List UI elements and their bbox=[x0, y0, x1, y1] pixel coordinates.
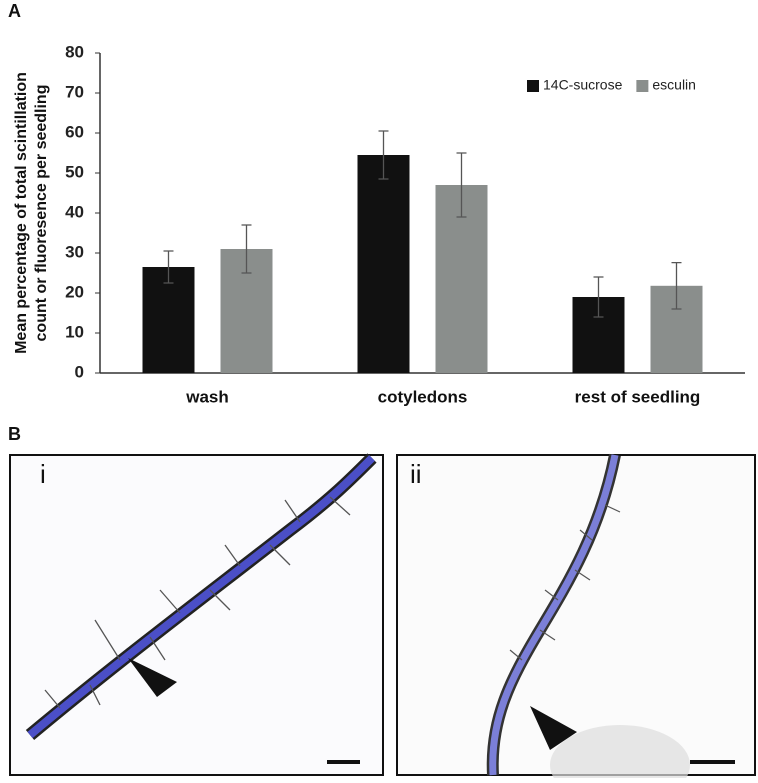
y-tick-label: 60 bbox=[65, 122, 84, 141]
error-bar bbox=[671, 261, 682, 310]
panel-label: A bbox=[8, 1, 21, 21]
y-axis-title: Mean percentage of total scintillation c… bbox=[13, 72, 50, 354]
legend-label: 14C-sucrose bbox=[543, 77, 623, 93]
y-axis-title-line: Mean percentage of total scintillation bbox=[13, 72, 30, 354]
x-tick-label: cotyledons bbox=[378, 387, 468, 406]
micrograph: i bbox=[9, 453, 384, 776]
error-bar bbox=[378, 130, 389, 180]
image-label: ii bbox=[410, 459, 422, 489]
y-tick-label: 70 bbox=[65, 82, 84, 101]
bar bbox=[142, 267, 195, 373]
error-bar bbox=[456, 152, 467, 218]
legend-label: esculin bbox=[652, 77, 696, 93]
y-tick-label: 40 bbox=[65, 202, 84, 221]
bar bbox=[357, 155, 410, 373]
y-tick-label: 20 bbox=[65, 282, 84, 301]
y-tick-label: 50 bbox=[65, 162, 84, 181]
y-tick-label: 80 bbox=[65, 42, 84, 61]
y-axis-title-line: count or fluoresence per seedling bbox=[33, 85, 50, 342]
y-tick-label: 30 bbox=[65, 242, 84, 261]
legend-swatch bbox=[636, 80, 649, 92]
image-label: i bbox=[40, 459, 46, 489]
x-tick-label: wash bbox=[185, 387, 229, 406]
panel-label: B bbox=[8, 424, 21, 444]
y-tick-label: 10 bbox=[65, 322, 84, 341]
x-tick-label: rest of seedling bbox=[575, 387, 701, 406]
error-bar bbox=[241, 224, 252, 274]
y-tick-label: 0 bbox=[75, 362, 84, 381]
micrograph: ii bbox=[396, 453, 756, 783]
error-bar bbox=[593, 276, 604, 318]
legend-swatch bbox=[527, 80, 539, 92]
error-bar bbox=[163, 250, 174, 284]
